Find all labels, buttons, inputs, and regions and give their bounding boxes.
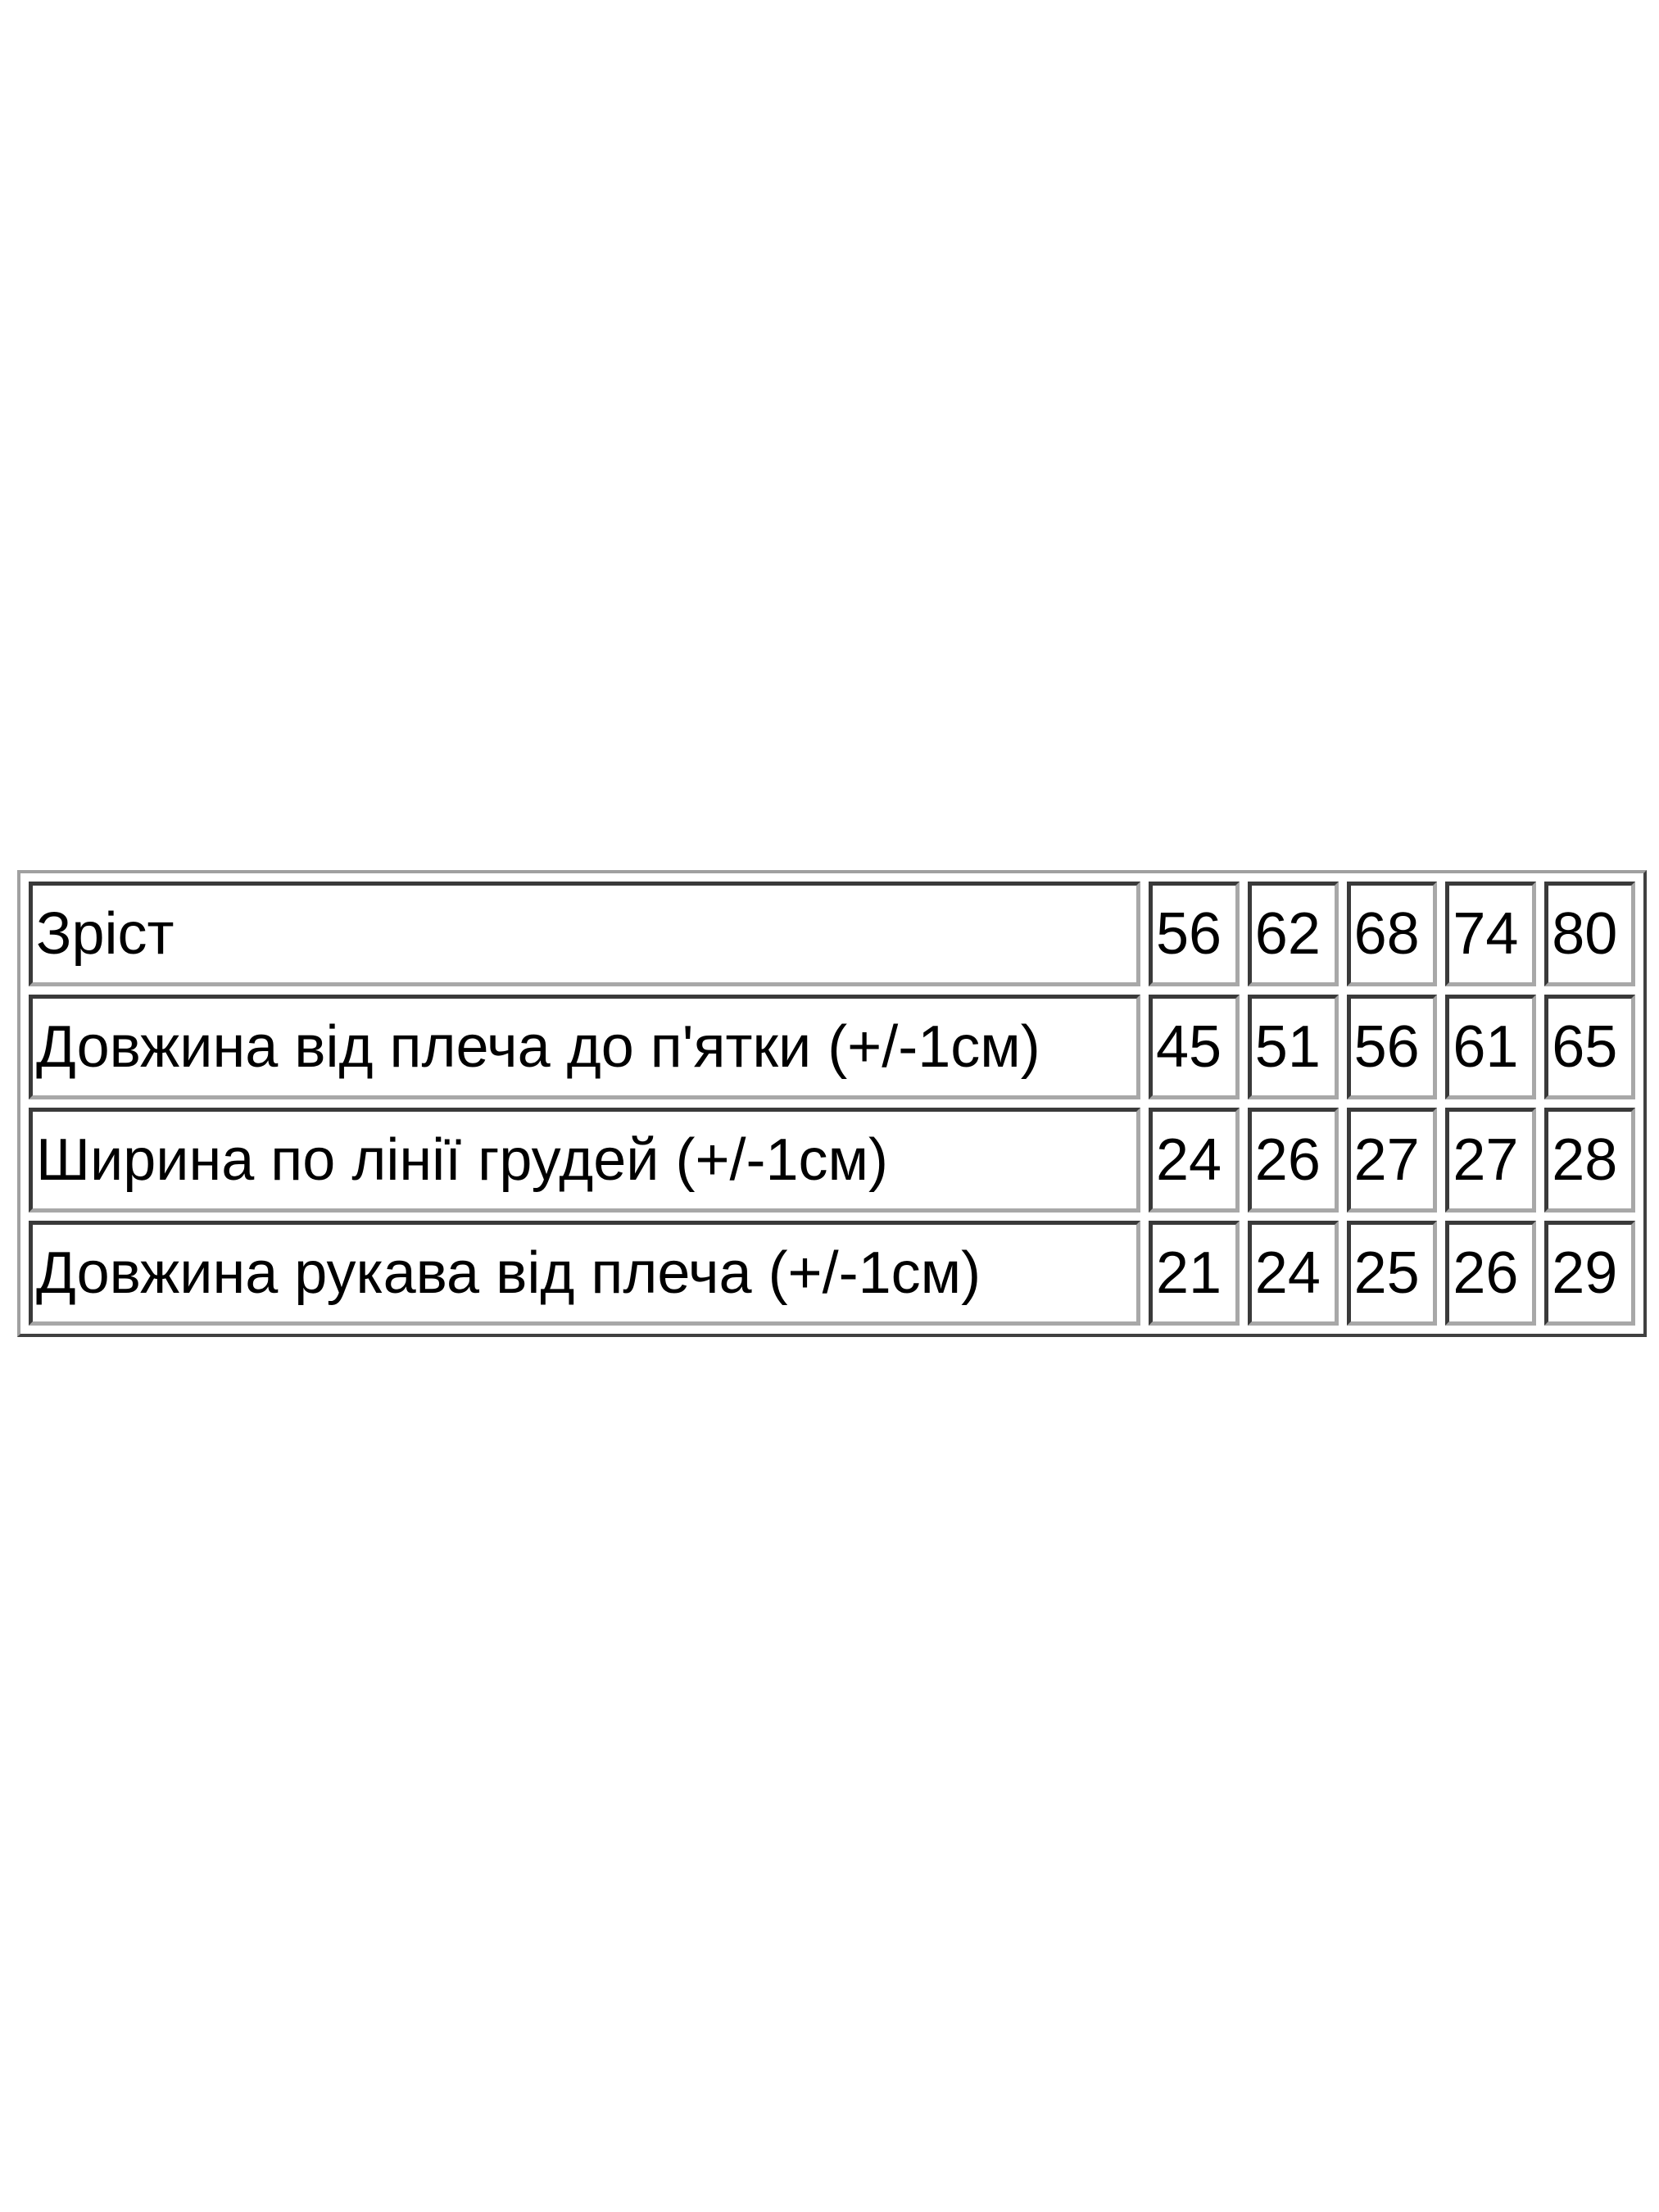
table-row: Зріст 56 62 68 74 80 [29, 882, 1635, 986]
table-cell: 25 [1346, 1221, 1438, 1326]
table-cell: 56 [1346, 995, 1438, 1099]
row-label: Зріст [29, 882, 1140, 986]
table-cell: 21 [1149, 1221, 1240, 1326]
row-label: Довжина від плеча до п'ятки (+/-1см) [29, 995, 1140, 1099]
table-cell: 27 [1346, 1108, 1438, 1213]
table-cell: 51 [1247, 995, 1339, 1099]
size-chart-table: Зріст 56 62 68 74 80 Довжина від плеча до п'ят… [17, 870, 1647, 1337]
table-row: Ширина по лінії грудей (+/-1см) 24 26 27 27 2… [29, 1108, 1635, 1213]
table-cell: 26 [1247, 1108, 1339, 1213]
row-label: Довжина рукава від плеча (+/-1см) [29, 1221, 1140, 1326]
table-cell: 61 [1445, 995, 1537, 1099]
table-cell: 62 [1247, 882, 1339, 986]
table-cell: 74 [1445, 882, 1537, 986]
table-cell: 24 [1247, 1221, 1339, 1326]
table-row: Довжина рукава від плеча (+/-1см) 21 24 25 2… [29, 1221, 1635, 1326]
table-cell: 68 [1346, 882, 1438, 986]
table-cell: 26 [1445, 1221, 1537, 1326]
table-cell: 65 [1544, 995, 1635, 1099]
table-cell: 27 [1445, 1108, 1537, 1213]
table-cell: 28 [1544, 1108, 1635, 1213]
table-cell: 56 [1149, 882, 1240, 986]
table-cell: 24 [1149, 1108, 1240, 1213]
table-cell: 45 [1149, 995, 1240, 1099]
table-row: Довжина від плеча до п'ятки (+/-1см) 45 51… [29, 995, 1635, 1099]
table-cell: 80 [1544, 882, 1635, 986]
table-cell: 29 [1544, 1221, 1635, 1326]
row-label: Ширина по лінії грудей (+/-1см) [29, 1108, 1140, 1213]
